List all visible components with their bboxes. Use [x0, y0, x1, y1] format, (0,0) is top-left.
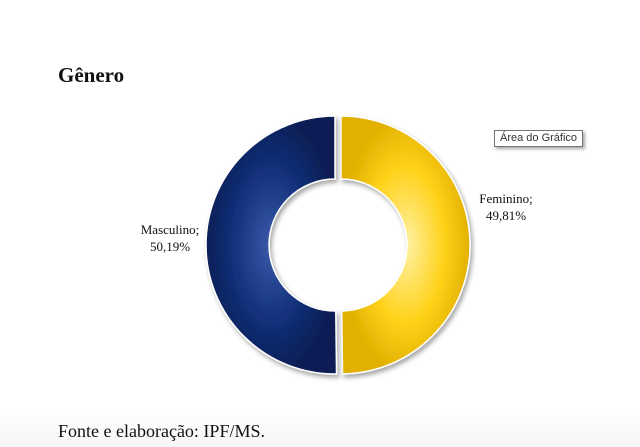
donut-slice-feminino[interactable]	[340, 115, 471, 375]
chart-title: Gênero	[58, 63, 125, 87]
chart-area-tooltip: Área do Gráfico	[494, 130, 584, 147]
masculino-name-label: Masculino;	[140, 222, 200, 237]
data-label-masculino: Masculino; 50,19%	[130, 221, 210, 255]
source-note: Fonte e elaboração: IPF/MS.	[58, 421, 265, 441]
feminino-value-label: 49,81%	[485, 208, 527, 223]
donut-slice-masculino[interactable]	[205, 115, 338, 375]
masculino-value-label: 50,19%	[149, 239, 191, 254]
data-label-feminino: Feminino; 49,81%	[466, 190, 546, 224]
feminino-name-label: Feminino;	[479, 191, 533, 206]
